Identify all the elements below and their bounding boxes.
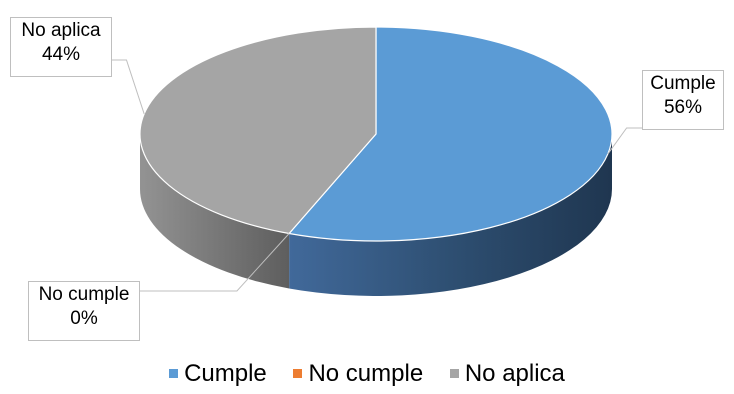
leader-line-no-cumple [140,233,290,292]
legend: Cumple No cumple No aplica [0,360,734,388]
label-leader-lines [112,59,642,292]
pie-side-no-aplica [140,134,290,289]
pie-slice-cumple [288,26,613,242]
data-label-no-cumple-category: No cumple [38,284,130,305]
pie-top-faces [139,26,613,242]
data-label-cumple: Cumple 56% [642,70,724,130]
legend-label-no-cumple: No cumple [308,360,424,387]
legend-swatch-no-aplica [449,369,459,378]
leader-line-no-aplica [112,59,145,115]
legend-label-no-aplica: No aplica [464,360,565,387]
pie-side-cumple [289,134,612,297]
pie-sides [140,134,612,297]
legend-swatch-cumple [169,369,179,378]
data-label-no-aplica-category: No aplica [21,20,101,41]
data-label-no-cumple-value: 0% [70,308,98,329]
pie-slice-no-aplica [139,26,377,235]
data-label-no-aplica-value: 44% [41,44,81,65]
legend-item-no-cumple: No cumple [293,360,423,388]
data-label-no-cumple: No cumple 0% [28,281,140,341]
legend-item-no-aplica: No aplica [449,360,565,388]
legend-swatch-no-cumple [293,369,303,378]
data-label-cumple-category: Cumple [650,73,716,94]
legend-item-cumple: Cumple [169,360,267,388]
leader-line-cumple [607,127,642,155]
data-label-cumple-value: 56% [663,97,703,118]
data-label-no-aplica: No aplica 44% [10,17,112,77]
legend-label-cumple: Cumple [184,360,267,387]
